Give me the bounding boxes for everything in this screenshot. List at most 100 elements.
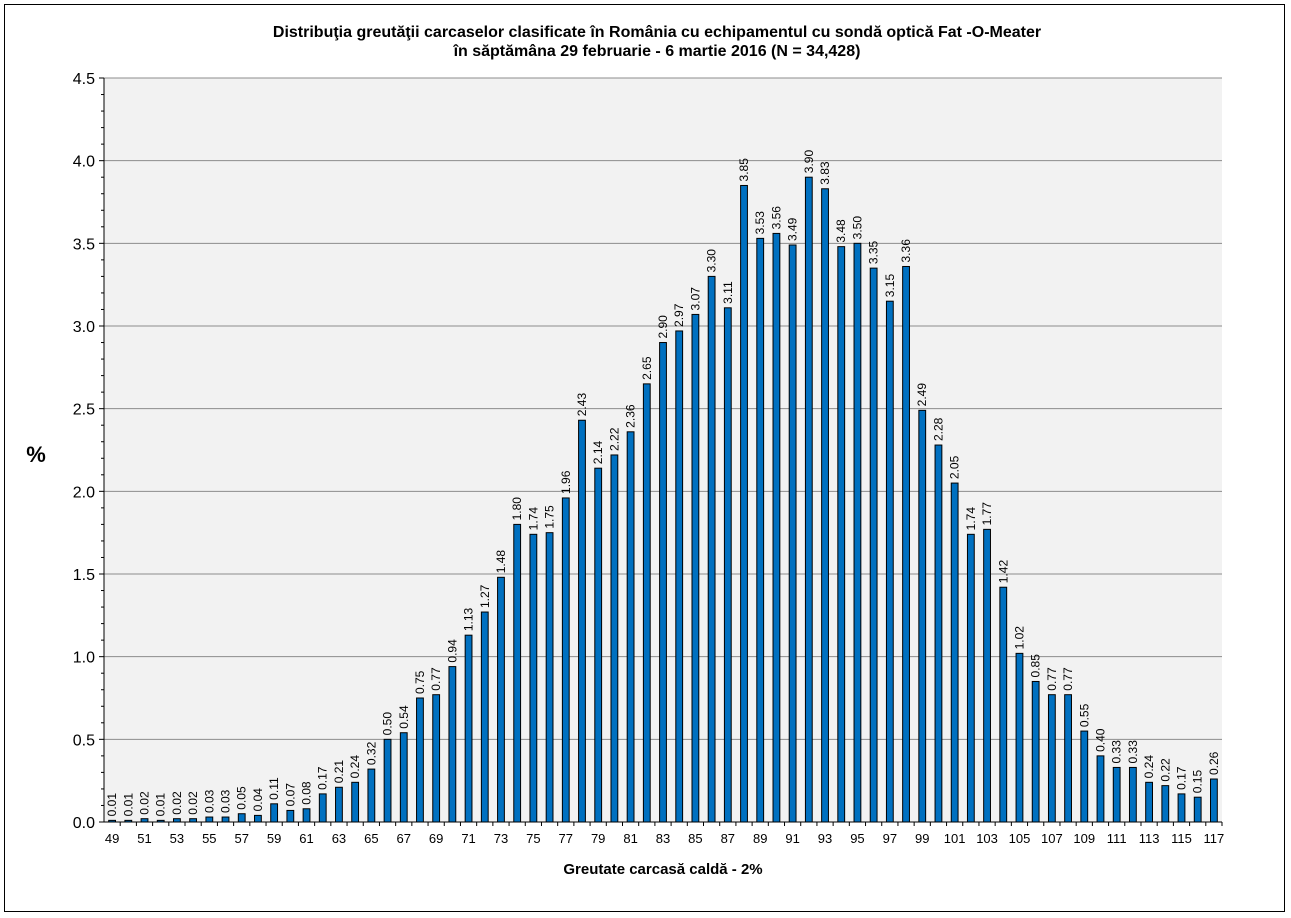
data-label-99: 2.49 bbox=[915, 383, 929, 407]
chart-title-line-1: Distribuţia greutăţii carcaselor clasifi… bbox=[273, 24, 1041, 41]
x-tick-label: 95 bbox=[850, 831, 864, 846]
data-label-54: 0.02 bbox=[186, 791, 200, 815]
y-tick-label: 3.0 bbox=[73, 319, 95, 336]
x-tick-label: 91 bbox=[785, 831, 799, 846]
x-tick-label: 49 bbox=[105, 831, 119, 846]
x-tick-label: 99 bbox=[915, 831, 929, 846]
bar-56 bbox=[221, 816, 230, 823]
data-label-102: 1.74 bbox=[964, 507, 978, 531]
x-tick-label: 105 bbox=[1009, 831, 1031, 846]
data-label-93: 3.83 bbox=[818, 161, 832, 185]
bar-105 bbox=[1015, 652, 1024, 823]
bar-113 bbox=[1145, 781, 1153, 823]
bar-90 bbox=[772, 232, 781, 823]
bar-112 bbox=[1128, 766, 1137, 823]
data-label-81: 2.36 bbox=[624, 404, 638, 428]
data-label-117: 0.26 bbox=[1207, 751, 1221, 775]
data-label-69: 0.77 bbox=[429, 667, 443, 691]
bar-57 bbox=[237, 813, 246, 823]
data-label-76: 1.75 bbox=[543, 505, 557, 529]
bar-109 bbox=[1080, 730, 1089, 823]
bar-73 bbox=[497, 576, 505, 823]
x-tick-label: 77 bbox=[559, 831, 573, 846]
data-label-65: 0.32 bbox=[364, 741, 378, 765]
data-label-66: 0.50 bbox=[381, 712, 395, 736]
data-label-74: 1.80 bbox=[510, 497, 524, 521]
data-label-50: 0.01 bbox=[121, 793, 135, 817]
data-label-110: 0.40 bbox=[1093, 728, 1107, 752]
x-tick-label: 85 bbox=[688, 831, 702, 846]
x-tick-label: 75 bbox=[526, 831, 540, 846]
chart-title-line-2: în săptămâna 29 februarie - 6 martie 201… bbox=[453, 43, 861, 60]
bar-115 bbox=[1177, 793, 1186, 823]
bar-102 bbox=[966, 533, 975, 823]
bar-chart: Distribuţia greutăţii carcaselor clasifi… bbox=[26, 24, 1224, 878]
data-label-113: 0.24 bbox=[1142, 755, 1156, 779]
bar-55 bbox=[205, 816, 214, 823]
data-label-56: 0.03 bbox=[219, 789, 233, 813]
bar-111 bbox=[1112, 766, 1121, 823]
bar-58 bbox=[254, 814, 262, 823]
data-label-79: 2.14 bbox=[591, 441, 605, 465]
x-tick-label: 115 bbox=[1171, 831, 1192, 846]
data-label-68: 0.75 bbox=[413, 670, 427, 694]
x-tick-label: 67 bbox=[397, 831, 411, 846]
bar-103 bbox=[983, 528, 991, 823]
bar-116 bbox=[1193, 796, 1202, 823]
y-tick-labels: 0.0 0.5 1.0 1.5 2.0 2.5 3.0 3.5 4.0 4.5 bbox=[73, 71, 95, 832]
data-label-114: 0.22 bbox=[1158, 758, 1172, 782]
bar-117 bbox=[1210, 778, 1218, 823]
bar-78 bbox=[578, 419, 586, 823]
x-tick-label: 83 bbox=[656, 831, 670, 846]
bar-86 bbox=[707, 275, 716, 823]
bar-88 bbox=[740, 184, 748, 823]
chart-frame: Distribuţia greutăţii carcaselor clasifi… bbox=[4, 4, 1285, 912]
bar-77 bbox=[561, 497, 570, 823]
data-label-100: 2.28 bbox=[931, 417, 945, 441]
data-label-92: 3.90 bbox=[802, 150, 816, 174]
bar-80 bbox=[610, 454, 619, 823]
bar-74 bbox=[513, 523, 522, 823]
y-tick-label: 2.5 bbox=[73, 402, 95, 419]
bar-96 bbox=[869, 267, 878, 823]
x-tick-label: 97 bbox=[883, 831, 897, 846]
bar-64 bbox=[351, 781, 360, 823]
bar-67 bbox=[399, 732, 408, 823]
bar-107 bbox=[1047, 694, 1056, 823]
data-label-72: 1.27 bbox=[478, 584, 492, 608]
data-labels: 0.01 0.01 0.02 0.01 0.02 0.02 0.03 0.03 0.05 0.04… bbox=[105, 150, 1221, 817]
bar-93 bbox=[821, 188, 829, 823]
bar-63 bbox=[335, 786, 343, 823]
y-axis-label: % bbox=[26, 442, 46, 467]
data-label-91: 3.49 bbox=[786, 217, 800, 241]
x-tick-label: 101 bbox=[944, 831, 966, 846]
bar-101 bbox=[950, 482, 959, 823]
x-tick-label: 81 bbox=[623, 831, 637, 846]
data-label-112: 0.33 bbox=[1126, 740, 1140, 764]
y-tick-label: 0.5 bbox=[73, 732, 95, 749]
x-tick-label: 63 bbox=[332, 831, 346, 846]
x-tick-label: 107 bbox=[1041, 831, 1063, 846]
data-label-78: 2.43 bbox=[575, 393, 589, 417]
data-label-60: 0.07 bbox=[283, 783, 297, 807]
y-tick-label: 2.0 bbox=[73, 484, 95, 501]
data-label-58: 0.04 bbox=[251, 788, 265, 812]
data-label-95: 3.50 bbox=[850, 216, 864, 240]
data-label-111: 0.33 bbox=[1110, 740, 1124, 764]
data-label-64: 0.24 bbox=[348, 755, 362, 779]
x-tick-label: 117 bbox=[1204, 831, 1225, 846]
bar-85 bbox=[691, 313, 700, 823]
bar-68 bbox=[416, 697, 424, 823]
data-label-96: 3.35 bbox=[867, 240, 881, 264]
bar-94 bbox=[837, 246, 846, 823]
y-tick-label: 4.0 bbox=[73, 154, 95, 171]
data-label-83: 2.90 bbox=[656, 315, 670, 339]
bar-71 bbox=[464, 634, 473, 823]
x-tick-label: 69 bbox=[429, 831, 443, 846]
y-tick-label: 4.5 bbox=[73, 71, 95, 88]
data-label-53: 0.02 bbox=[170, 791, 184, 815]
x-tick-label: 51 bbox=[137, 831, 151, 846]
x-tick-label: 53 bbox=[170, 831, 184, 846]
x-tick-labels: 49 51 53 55 57 59 61 63 65 67 69 71 73 75 77 79 81 83 85 87… bbox=[105, 831, 1224, 846]
bar-87 bbox=[723, 307, 732, 823]
